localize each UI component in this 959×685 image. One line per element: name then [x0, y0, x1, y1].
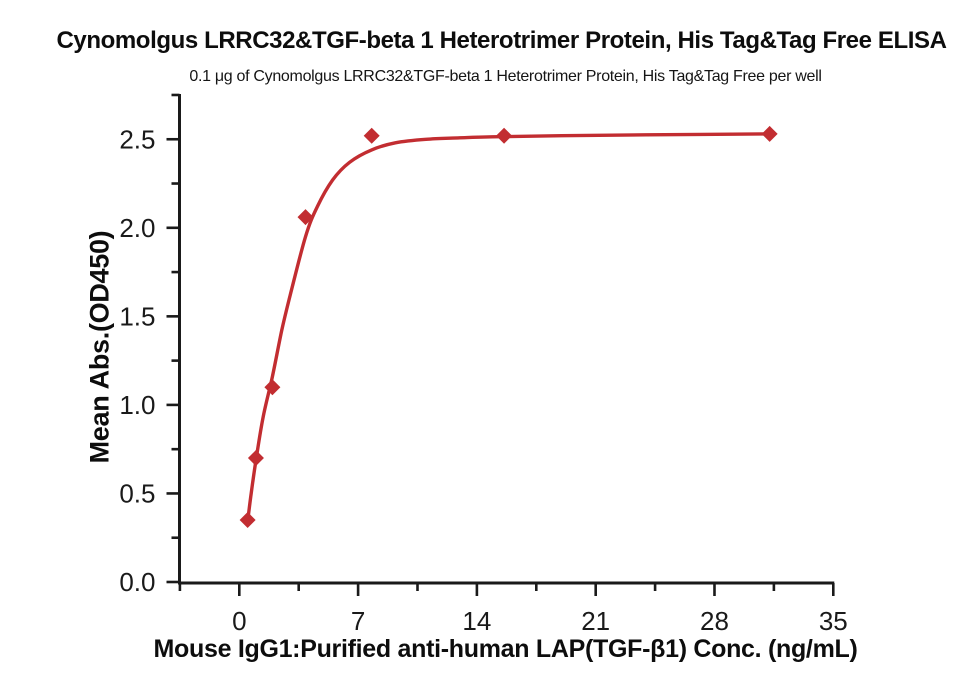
y-tick-label: 2.0 — [119, 213, 155, 243]
y-tick-label: 1.5 — [119, 301, 155, 331]
data-point-marker — [297, 209, 314, 226]
fit-curve — [245, 132, 772, 524]
chart-subtitle: 0.1 μg of Cynomolgus LRRC32&TGF-beta 1 H… — [189, 68, 822, 85]
x-tick-label: 0 — [232, 606, 246, 636]
data-point-marker — [363, 127, 380, 144]
data-point-marker — [496, 127, 513, 144]
data-point-marker — [264, 379, 281, 396]
y-tick-label: 1.0 — [119, 390, 155, 420]
x-tick-label: 21 — [581, 606, 610, 636]
x-tick-label: 7 — [351, 606, 365, 636]
data-point-marker — [761, 125, 778, 142]
data-point-marker — [239, 512, 256, 529]
chart-title: Cynomolgus LRRC32&TGF-beta 1 Heterotrime… — [56, 27, 947, 54]
x-tick-label: 28 — [700, 606, 729, 636]
data-points — [239, 125, 778, 529]
y-tick-label: 2.5 — [119, 124, 155, 154]
x-tick-label: 35 — [819, 606, 848, 636]
y-tick-label: 0.5 — [119, 478, 155, 508]
x-tick-label: 14 — [462, 606, 491, 636]
y-tick-label: 0.0 — [119, 567, 155, 597]
x-axis: 0 7 14 21 28 35 — [178, 581, 848, 636]
y-axis: 0.0 0.5 1.0 1.5 2.0 2.5 — [119, 93, 181, 597]
data-point-marker — [247, 450, 264, 467]
x-axis-title: Mouse IgG1:Purified anti-human LAP(TGF-β… — [153, 635, 858, 663]
